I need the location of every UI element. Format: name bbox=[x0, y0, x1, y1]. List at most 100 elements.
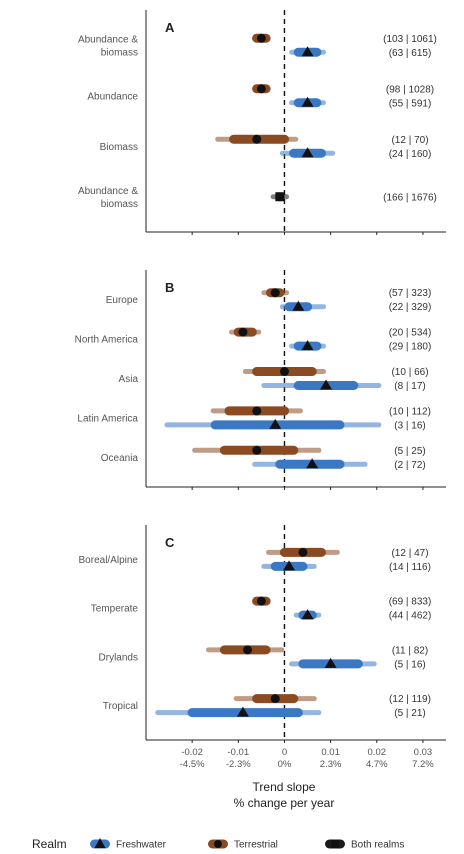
estimate-marker bbox=[270, 694, 280, 704]
category-label: Boreal/Alpine bbox=[79, 555, 139, 566]
category-label: Temperate bbox=[91, 604, 139, 615]
x-tick-label: -0.02 bbox=[181, 747, 203, 758]
category-label: Oceania bbox=[101, 453, 139, 464]
category-label: biomass bbox=[101, 47, 138, 58]
estimate-marker bbox=[275, 192, 285, 202]
estimate-marker bbox=[279, 367, 289, 376]
panels-group: A Abundance & biomass (103 | 1061) (63 | 615… bbox=[75, 10, 446, 743]
estimate-marker bbox=[238, 327, 248, 337]
x-tick-label: 0.02 bbox=[368, 747, 387, 758]
sample-count-label: (2 | 72) bbox=[394, 460, 426, 471]
category-label: Asia bbox=[119, 374, 139, 385]
legend-item: Terrestrial bbox=[208, 839, 278, 851]
x-axis: -0.02-4.5% -0.01-2.3% 00% 0.012.3% 0.024.7% 0… bbox=[180, 747, 435, 770]
category-label: Biomass bbox=[100, 142, 138, 153]
estimate-marker bbox=[252, 134, 262, 144]
sample-count-label: (69 | 833) bbox=[389, 597, 432, 608]
estimate-marker bbox=[301, 96, 314, 107]
estimate-marker bbox=[292, 300, 305, 311]
estimate-marker bbox=[306, 458, 319, 469]
sample-count-label: (8 | 17) bbox=[394, 381, 426, 392]
sample-count-label: (57 | 323) bbox=[389, 288, 432, 299]
x-tick-label-percent: 2.3% bbox=[320, 759, 342, 770]
legend-title: Realm bbox=[32, 837, 67, 851]
x-tick-label-percent: 7.2% bbox=[412, 759, 434, 770]
category-label: Tropical bbox=[103, 701, 138, 712]
category-group: Abundance & biomass (103 | 1061) (63 | 615) bbox=[78, 33, 437, 59]
sample-count-label: (5 | 21) bbox=[394, 708, 426, 719]
category-label: Abundance bbox=[87, 91, 138, 102]
estimate-marker bbox=[301, 46, 314, 57]
sample-count-label: (5 | 16) bbox=[394, 659, 426, 670]
estimate-marker bbox=[256, 596, 266, 606]
sample-count-label: (10 | 66) bbox=[391, 367, 428, 378]
x-tick-label-percent: 0% bbox=[278, 759, 292, 770]
legend: Realm Freshwater Terrestrial Both realms bbox=[32, 837, 404, 851]
estimate-marker bbox=[283, 560, 296, 571]
category-label: Europe bbox=[106, 295, 139, 306]
sample-count-label: (11 | 82) bbox=[392, 645, 428, 656]
category-group: Temperate (69 | 833) (44 | 462) bbox=[91, 596, 432, 622]
category-label: Latin America bbox=[77, 413, 138, 424]
panel-b: B Europe (57 | 323) (22 | 329) North America… bbox=[75, 270, 446, 490]
sample-count-label: (22 | 329) bbox=[389, 302, 432, 313]
estimate-marker bbox=[256, 33, 266, 43]
sample-count-label: (55 | 591) bbox=[389, 98, 432, 109]
sample-count-label: (3 | 16) bbox=[394, 420, 426, 431]
legend-label: Freshwater bbox=[116, 840, 167, 851]
panel-tag: C bbox=[165, 535, 175, 550]
sample-count-label: (103 | 1061) bbox=[383, 34, 437, 45]
estimate-marker bbox=[301, 340, 314, 351]
category-group: Boreal/Alpine (12 | 47) (14 | 116) bbox=[79, 547, 431, 573]
legend-item: Freshwater bbox=[90, 838, 167, 851]
sample-count-label: (63 | 615) bbox=[389, 48, 432, 59]
x-tick-label-percent: 4.7% bbox=[366, 759, 388, 770]
legend-item: Both realms bbox=[325, 839, 404, 851]
estimate-marker bbox=[298, 547, 308, 557]
category-group: Biomass (12 | 70) (24 | 160) bbox=[100, 134, 431, 160]
x-tick-label: 0.01 bbox=[321, 747, 340, 758]
legend-label: Both realms bbox=[351, 840, 404, 851]
triangle-icon bbox=[94, 838, 106, 848]
sample-count-label: (98 | 1028) bbox=[386, 84, 434, 95]
category-group: Asia (10 | 66) (8 | 17) bbox=[119, 367, 429, 392]
estimate-marker bbox=[236, 706, 249, 717]
category-group: Oceania (5 | 25) (2 | 72) bbox=[101, 445, 426, 471]
sample-count-label: (10 | 112) bbox=[389, 406, 431, 417]
estimate-marker bbox=[269, 418, 282, 429]
category-label: Abundance & bbox=[78, 34, 138, 45]
square-icon bbox=[331, 840, 339, 848]
sample-count-label: (166 | 1676) bbox=[383, 192, 437, 203]
x-tick-label-percent: -4.5% bbox=[180, 759, 205, 770]
category-group: Tropical (12 | 119) (5 | 21) bbox=[103, 694, 431, 719]
panel-tag: A bbox=[165, 20, 175, 35]
category-label: Abundance & bbox=[78, 186, 138, 197]
category-group: Europe (57 | 323) (22 | 329) bbox=[106, 288, 432, 313]
estimate-marker bbox=[252, 445, 262, 455]
estimate-marker bbox=[301, 609, 314, 620]
panel-tag: B bbox=[165, 280, 174, 295]
sample-count-label: (20 | 534) bbox=[389, 328, 432, 339]
sample-count-label: (29 | 180) bbox=[389, 342, 432, 353]
panel-a: A Abundance & biomass (103 | 1061) (63 | 615… bbox=[78, 10, 446, 235]
sample-count-label: (5 | 25) bbox=[394, 446, 426, 457]
circle-icon bbox=[214, 840, 222, 848]
x-axis-title-line1: Trend slope bbox=[253, 780, 316, 794]
legend-label: Terrestrial bbox=[234, 840, 278, 851]
category-group: Abundance (98 | 1028) (55 | 591) bbox=[87, 84, 434, 109]
x-axis-title-line2: % change per year bbox=[234, 796, 335, 810]
estimate-marker bbox=[256, 84, 266, 94]
x-tick-label: 0 bbox=[282, 747, 287, 758]
category-group: North America (20 | 534) (29 | 180) bbox=[75, 327, 432, 353]
x-tick-label: 0.03 bbox=[414, 747, 433, 758]
sample-count-label: (44 | 462) bbox=[389, 611, 432, 622]
sample-count-label: (12 | 119) bbox=[389, 694, 431, 705]
category-label: North America bbox=[75, 335, 139, 346]
panel-c: C Boreal/Alpine (12 | 47) (14 | 116) Tempera… bbox=[79, 525, 446, 743]
x-tick-label: -0.01 bbox=[227, 747, 249, 758]
estimate-marker bbox=[252, 406, 262, 416]
estimate-marker bbox=[270, 288, 280, 298]
sample-count-label: (12 | 70) bbox=[391, 135, 428, 146]
category-label: Drylands bbox=[99, 652, 138, 663]
x-tick-label-percent: -2.3% bbox=[226, 759, 251, 770]
